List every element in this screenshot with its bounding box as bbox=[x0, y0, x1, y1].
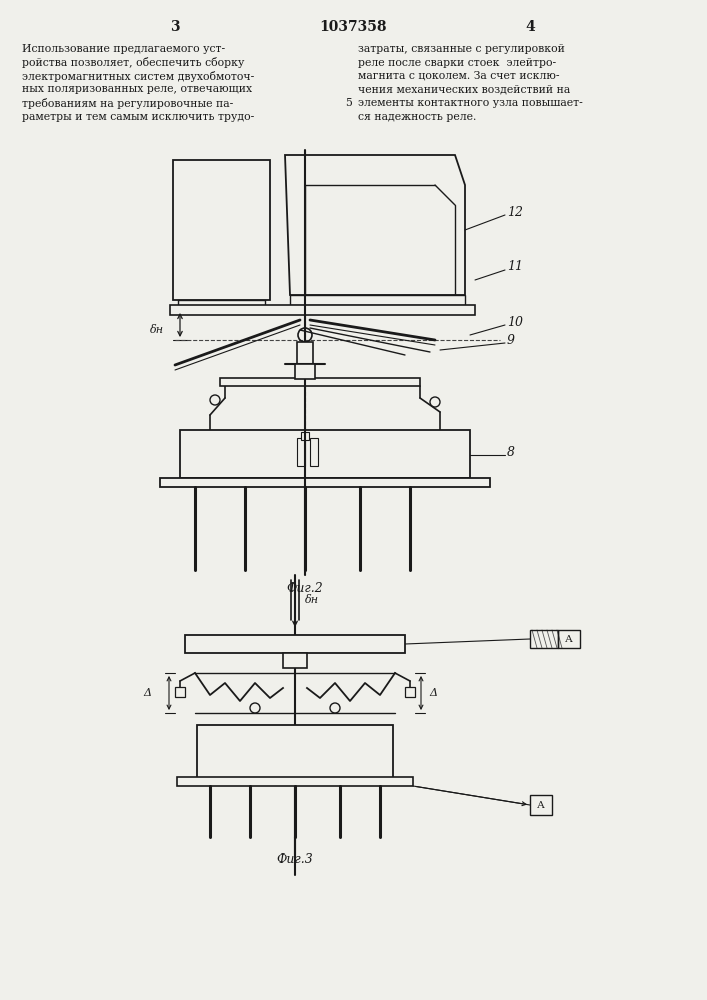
Text: Фиг.2: Фиг.2 bbox=[286, 582, 323, 595]
Text: Фиг.3: Фиг.3 bbox=[276, 853, 313, 866]
Text: Δ: Δ bbox=[143, 688, 151, 698]
Bar bbox=[558, 630, 580, 648]
Bar bbox=[530, 630, 558, 648]
Text: реле после сварки стоек  элейтро-: реле после сварки стоек элейтро- bbox=[358, 57, 556, 68]
Bar bbox=[177, 777, 413, 786]
Text: 3: 3 bbox=[170, 20, 180, 34]
Bar bbox=[301, 432, 309, 440]
Text: Δ: Δ bbox=[429, 688, 437, 698]
Text: ся надежность реле.: ся надежность реле. bbox=[358, 111, 477, 121]
Text: чения механических воздействий на: чения механических воздействий на bbox=[358, 85, 571, 95]
Bar bbox=[178, 300, 265, 310]
Text: магнита с цоколем. За счет исклю-: магнита с цоколем. За счет исклю- bbox=[358, 71, 559, 81]
Text: требованиям на регулировочные па-: требованиям на регулировочные па- bbox=[22, 98, 233, 109]
Text: ных поляризованных реле, отвечающих: ных поляризованных реле, отвечающих bbox=[22, 85, 252, 95]
Polygon shape bbox=[173, 160, 270, 300]
Text: раметры и тем самым исключить трудо-: раметры и тем самым исключить трудо- bbox=[22, 111, 255, 121]
Bar bbox=[290, 295, 465, 305]
Bar bbox=[295, 364, 315, 379]
Bar bbox=[530, 795, 552, 815]
Text: затраты, связанные с регулировкой: затраты, связанные с регулировкой bbox=[358, 44, 565, 54]
Bar bbox=[180, 430, 470, 478]
Bar bbox=[405, 687, 415, 697]
Bar bbox=[297, 438, 305, 466]
Bar bbox=[160, 478, 490, 487]
Text: ройства позволяет, обеспечить сборку: ройства позволяет, обеспечить сборку bbox=[22, 57, 245, 68]
Text: электромагнитных систем двухобмоточ-: электромагнитных систем двухобмоточ- bbox=[22, 71, 255, 82]
Polygon shape bbox=[285, 155, 465, 295]
Bar bbox=[185, 635, 405, 653]
Text: δн: δн bbox=[150, 325, 164, 335]
Text: элементы контактного узла повышает-: элементы контактного узла повышает- bbox=[358, 98, 583, 108]
Text: А: А bbox=[565, 635, 573, 644]
Text: 12: 12 bbox=[507, 206, 523, 219]
Bar bbox=[220, 378, 420, 386]
Text: 9: 9 bbox=[507, 334, 515, 347]
Text: 11: 11 bbox=[507, 260, 523, 273]
Bar bbox=[297, 342, 313, 364]
Text: δн: δн bbox=[305, 595, 319, 605]
Text: Использование предлагаемого уст-: Использование предлагаемого уст- bbox=[22, 44, 225, 54]
Text: 8: 8 bbox=[507, 446, 515, 458]
Text: 5: 5 bbox=[346, 98, 352, 108]
Bar bbox=[175, 687, 185, 697]
Text: 1037358: 1037358 bbox=[320, 20, 387, 34]
Text: 4: 4 bbox=[525, 20, 535, 34]
Bar bbox=[283, 653, 307, 668]
Text: А: А bbox=[537, 800, 545, 810]
Text: 10: 10 bbox=[507, 316, 523, 328]
Bar bbox=[197, 725, 393, 780]
Bar bbox=[170, 305, 475, 315]
Bar bbox=[310, 438, 318, 466]
